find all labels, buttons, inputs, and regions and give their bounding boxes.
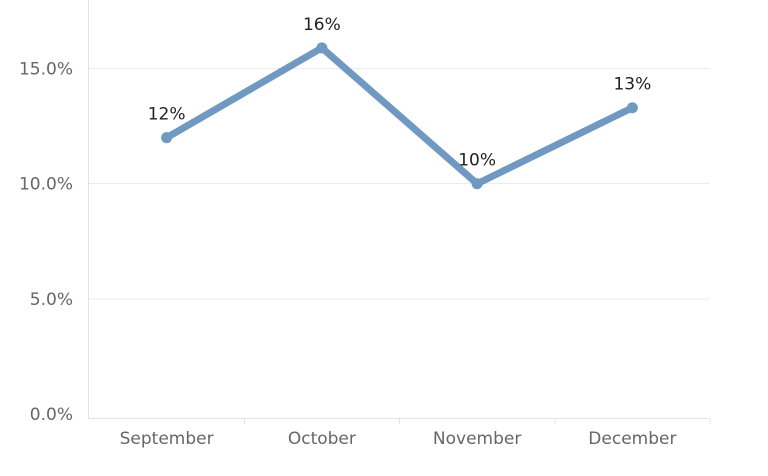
- data-label: 13%: [613, 75, 651, 95]
- data-label: 12%: [148, 105, 186, 125]
- y-tick-label: 5.0%: [30, 290, 73, 310]
- x-tick-label: November: [433, 429, 521, 449]
- series-line-0: [163, 44, 636, 188]
- x-tick-label: December: [588, 429, 676, 449]
- x-tick-label: September: [120, 429, 214, 449]
- data-points: [161, 42, 638, 190]
- data-point: [161, 132, 173, 144]
- data-labels: 12% 16% 10% 13%: [148, 15, 652, 171]
- y-tick-label: 10.0%: [19, 175, 73, 195]
- y-tick-label: 15.0%: [19, 60, 73, 80]
- data-point: [626, 102, 638, 114]
- series-line: [163, 44, 636, 188]
- y-axis-ticks: 0.0% 5.0% 10.0% 15.0%: [19, 60, 73, 425]
- axes: [88, 0, 711, 424]
- data-label: 10%: [458, 151, 496, 171]
- data-point: [316, 42, 328, 54]
- y-tick-label: 0.0%: [30, 405, 73, 425]
- x-axis-ticks: September October November December: [120, 429, 677, 449]
- data-label: 16%: [303, 15, 341, 35]
- data-point: [471, 178, 483, 190]
- x-tick-label: October: [288, 429, 356, 449]
- gridlines: [89, 68, 710, 300]
